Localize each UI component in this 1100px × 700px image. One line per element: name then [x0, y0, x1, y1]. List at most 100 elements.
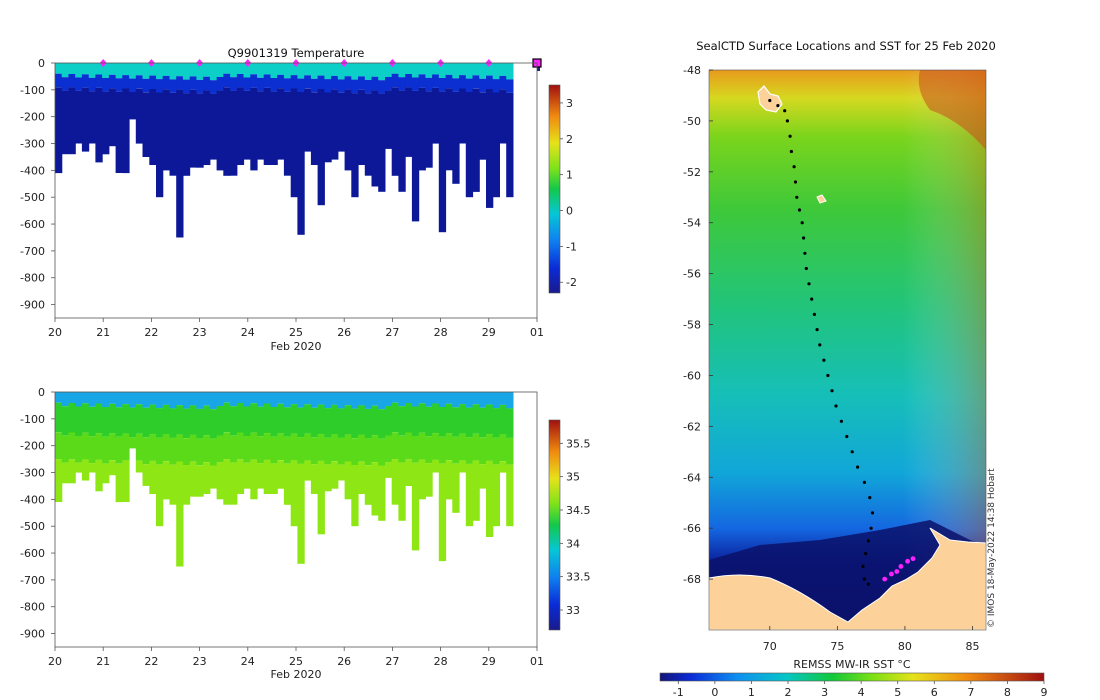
track-point: [788, 134, 792, 138]
profile-cell: [270, 63, 278, 78]
colorbar-tick-label: 33.5: [566, 571, 591, 584]
profile-cell: [317, 63, 325, 76]
y-tick-label: -800: [20, 272, 45, 285]
profile-cell: [277, 88, 285, 160]
profile-cell: [88, 63, 96, 78]
profile-cell: [95, 433, 103, 460]
profile-cell: [317, 392, 325, 405]
profile-cell: [68, 74, 76, 88]
x-tick-label: 26: [337, 655, 351, 668]
profile-cell: [216, 90, 224, 171]
map-frame: [708, 69, 987, 631]
profile-cell: [283, 463, 292, 505]
profile-cell: [243, 63, 251, 78]
profile-cell: [364, 465, 373, 505]
y-tick-label: -300: [20, 467, 45, 480]
profile-cell: [250, 87, 258, 171]
x-tick-label: 25: [289, 655, 303, 668]
profile-cell: [277, 460, 285, 489]
profile-cell: [102, 63, 110, 78]
profile-cell: [337, 79, 346, 93]
profile-cell: [230, 63, 238, 78]
track-point: [812, 312, 817, 316]
profile-cell: [243, 90, 251, 160]
profile-cell: [142, 407, 150, 438]
profile-cell: [479, 392, 487, 408]
profile-cell: [385, 77, 393, 91]
x-tick-label: 23: [193, 655, 207, 668]
profile-cell: [176, 63, 184, 77]
x-tick-label: 21: [96, 326, 110, 339]
profile-cell: [189, 63, 197, 77]
profile-cell: [324, 392, 332, 409]
profile-cell: [506, 392, 514, 409]
profile-cell: [230, 462, 238, 505]
track-point: [793, 180, 798, 184]
profile-cell: [270, 392, 278, 407]
lon-tick-label: 75: [830, 640, 844, 653]
profile-cell: [432, 392, 440, 404]
profile-cell: [351, 63, 359, 80]
profile-cell: [459, 404, 467, 434]
profile-cell: [243, 77, 251, 91]
profile-cell: [411, 406, 420, 436]
profile-cell: [452, 91, 460, 184]
profile-cell: [479, 437, 487, 465]
profile-cell: [418, 74, 426, 88]
profile-cell: [88, 463, 96, 473]
profile-cell: [156, 392, 164, 409]
track-point: [804, 266, 808, 271]
profile-cell: [438, 407, 447, 437]
track-point: [868, 496, 872, 500]
track-point: [792, 165, 796, 169]
profile-cell: [324, 63, 332, 80]
profile-cell: [182, 93, 191, 176]
profile-cell: [337, 408, 346, 438]
profile-cell: [135, 392, 144, 405]
profile-cell: [445, 433, 453, 461]
profile-cell: [283, 91, 292, 176]
profile-cell: [405, 459, 413, 486]
profile-cell: [270, 463, 278, 494]
x-tick-label: 27: [385, 326, 399, 339]
profile-cell: [263, 392, 271, 404]
profile-cell: [196, 465, 204, 497]
profile-cell: [438, 78, 447, 92]
profile-cell: [142, 464, 150, 486]
profile-cell: [425, 436, 433, 464]
profile-cell: [486, 89, 494, 208]
profile-cell: [310, 92, 319, 165]
profile-cell: [102, 407, 110, 437]
profile-cell: [250, 459, 258, 500]
salinity-xlabel: Feb 2020: [271, 668, 322, 681]
profile-cell: [445, 392, 453, 404]
profile-cell: [270, 407, 278, 437]
track-point: [869, 526, 873, 530]
profile-cell: [257, 63, 265, 78]
profile-cell: [81, 392, 90, 404]
profile-cell: [61, 435, 69, 463]
profile-cell: [472, 404, 480, 434]
profile-cell: [129, 63, 137, 79]
imos-credit: © IMOS 18-May-2022 14:38 Hobart: [987, 468, 997, 628]
profile-cell: [385, 90, 393, 149]
profile-cell: [203, 392, 211, 406]
profile-cell: [304, 63, 312, 76]
profile-cell: [297, 92, 305, 235]
profile-cell: [371, 405, 379, 436]
profile-cell: [95, 74, 103, 88]
profile-cell: [317, 461, 325, 535]
profile-cell: [385, 392, 393, 406]
profile-cell: [216, 406, 224, 436]
profile-cell: [115, 463, 123, 503]
profile-cell: [405, 432, 413, 460]
profile-cell: [149, 392, 157, 405]
profile-cell: [196, 438, 204, 466]
profile-cell: [432, 74, 440, 88]
profile-cell: [324, 408, 332, 438]
profile-cell: [263, 74, 271, 88]
profile-cell: [499, 434, 507, 462]
sst-colorbar-tick-label: 9: [1041, 686, 1048, 699]
profile-cell: [351, 392, 359, 409]
profile-cell: [351, 93, 359, 198]
